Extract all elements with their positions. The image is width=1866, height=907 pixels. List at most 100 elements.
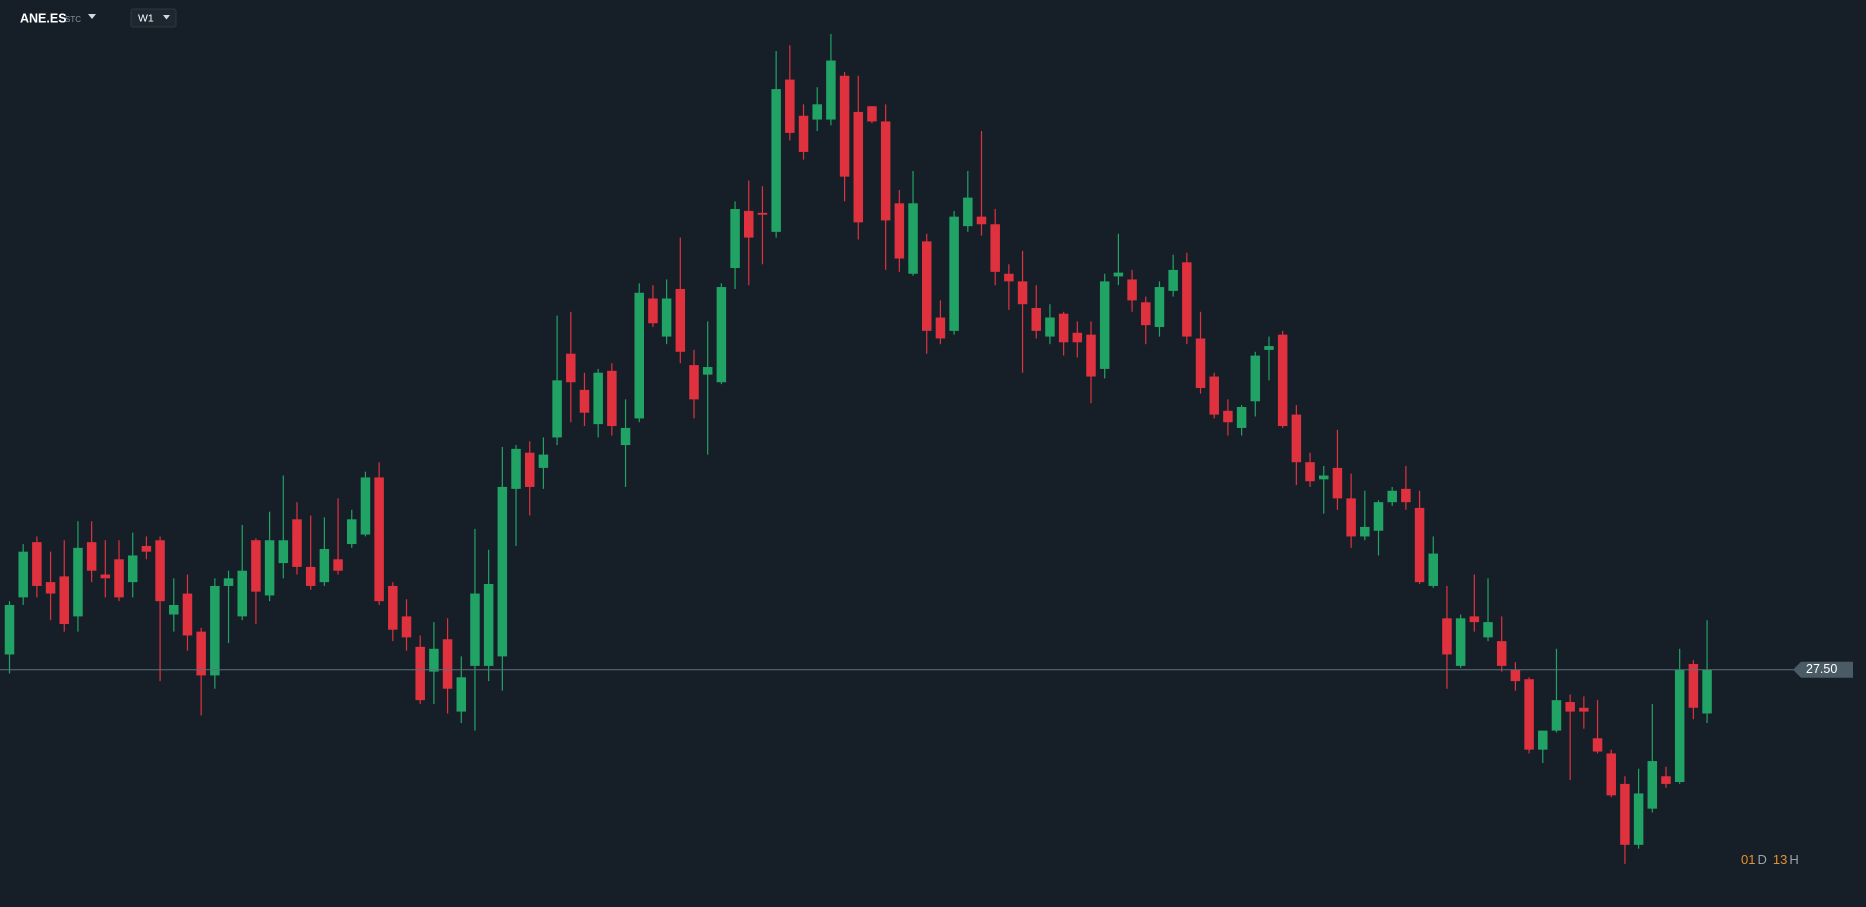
- candle-body: [1373, 502, 1384, 531]
- candle-body: [333, 559, 343, 571]
- candle-body: [538, 454, 549, 468]
- candle-body: [182, 593, 193, 636]
- countdown-hour-unit: H: [1789, 852, 1798, 867]
- candle-body: [880, 121, 891, 221]
- dropdown-arrow: [88, 14, 96, 19]
- candle-body: [456, 677, 467, 712]
- candle-body: [620, 427, 631, 446]
- candle-body: [1688, 663, 1699, 708]
- candle-body: [1524, 679, 1534, 750]
- candle-body: [1058, 313, 1069, 343]
- candle-body: [826, 60, 836, 120]
- candle-body: [141, 545, 152, 552]
- candle-body: [292, 519, 302, 567]
- candle-body: [223, 578, 234, 586]
- candle-body: [388, 585, 398, 630]
- candle-body: [278, 540, 289, 564]
- candle-body: [360, 477, 371, 535]
- candle-body: [853, 111, 864, 223]
- candle-body: [634, 292, 644, 419]
- candle-body: [935, 317, 946, 339]
- candle-body: [1305, 462, 1315, 482]
- candle-body: [1086, 334, 1096, 377]
- candle-body: [1195, 338, 1206, 388]
- candle-body: [812, 104, 822, 120]
- countdown-days: 01: [1741, 852, 1755, 867]
- candle-body: [18, 551, 28, 598]
- candle-body: [511, 448, 521, 489]
- candle-body: [1674, 669, 1685, 783]
- candle-body: [1291, 414, 1302, 463]
- candle-body: [73, 547, 83, 617]
- candle-body: [1702, 669, 1712, 714]
- candle-body: [45, 582, 56, 594]
- candle-body: [675, 288, 686, 352]
- candle-body: [607, 370, 617, 427]
- candle-body: [1209, 376, 1219, 415]
- candle-body: [908, 203, 918, 274]
- candle-body: [579, 389, 590, 413]
- candle-body: [1168, 269, 1178, 291]
- candle-body: [1661, 776, 1671, 784]
- candle-body: [1496, 641, 1507, 666]
- candle-body: [1250, 355, 1261, 402]
- candle-body: [1579, 707, 1589, 712]
- candle-body: [59, 576, 70, 625]
- candle-body: [894, 203, 905, 259]
- candle-body: [237, 570, 247, 617]
- candle-body: [1387, 490, 1397, 503]
- candle-body: [1318, 475, 1329, 480]
- candle-body: [1127, 279, 1137, 301]
- candle-body: [648, 298, 658, 324]
- candle-body: [1017, 281, 1028, 305]
- candle-body: [593, 372, 603, 425]
- symbol-selector[interactable]: ANE.ES STC: [20, 11, 96, 25]
- candle-body: [1154, 287, 1165, 328]
- candle-body: [251, 540, 261, 592]
- candle-body: [949, 216, 959, 331]
- candle-body: [100, 574, 111, 579]
- candle-body: [1510, 669, 1521, 682]
- candle-body: [415, 646, 425, 701]
- candle-body: [1414, 507, 1425, 583]
- candles: [0, 33, 1800, 864]
- candle-body: [1004, 273, 1014, 282]
- candle-body: [1031, 308, 1041, 331]
- candle-body: [86, 542, 97, 571]
- symbol[interactable]: ANE.ES: [20, 11, 67, 25]
- candle-body: [1277, 334, 1288, 427]
- candle-body: [196, 631, 206, 676]
- candle-body: [401, 616, 412, 638]
- candle-body: [921, 241, 932, 331]
- candle-body: [1113, 272, 1124, 277]
- last-price-tag: [1793, 661, 1853, 678]
- candle-countdown: 01 D 13 H: [1741, 852, 1799, 867]
- candle-body: [785, 79, 795, 133]
- candle-body: [1346, 498, 1356, 537]
- candle-body: [1455, 618, 1466, 666]
- candle-body: [497, 486, 508, 657]
- candle-body: [839, 75, 850, 177]
- candle-body: [744, 210, 754, 238]
- candle-body: [1620, 783, 1630, 845]
- interval-box[interactable]: [130, 8, 177, 28]
- candle-body: [798, 115, 809, 152]
- candle-body: [1633, 793, 1644, 845]
- candle-body: [483, 584, 494, 666]
- candle-body: [1332, 467, 1343, 499]
- candle-body: [1592, 738, 1603, 752]
- interval-selector[interactable]: W1: [130, 8, 177, 28]
- candle-body: [1099, 281, 1110, 369]
- candle-body: [1072, 332, 1083, 343]
- candle-body: [127, 555, 138, 583]
- candle-body: [1182, 262, 1192, 337]
- candle-body: [347, 519, 357, 545]
- candle-body: [1442, 618, 1452, 655]
- candle-body: [689, 365, 699, 400]
- candle-body: [1045, 317, 1055, 337]
- candle-body: [963, 197, 973, 227]
- dropdown-arrow: [163, 15, 170, 20]
- candle-body: [867, 106, 877, 122]
- candle-body: [374, 477, 384, 602]
- candle-body: [1538, 730, 1548, 750]
